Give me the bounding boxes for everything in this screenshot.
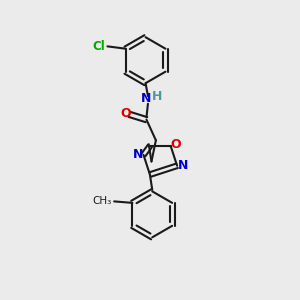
Text: H: H xyxy=(152,91,163,103)
Text: O: O xyxy=(170,138,181,151)
Text: N: N xyxy=(141,92,152,105)
Text: Cl: Cl xyxy=(92,40,105,53)
Text: O: O xyxy=(120,107,130,120)
Text: N: N xyxy=(132,148,143,161)
Text: N: N xyxy=(178,159,188,172)
Text: CH₃: CH₃ xyxy=(92,196,112,206)
